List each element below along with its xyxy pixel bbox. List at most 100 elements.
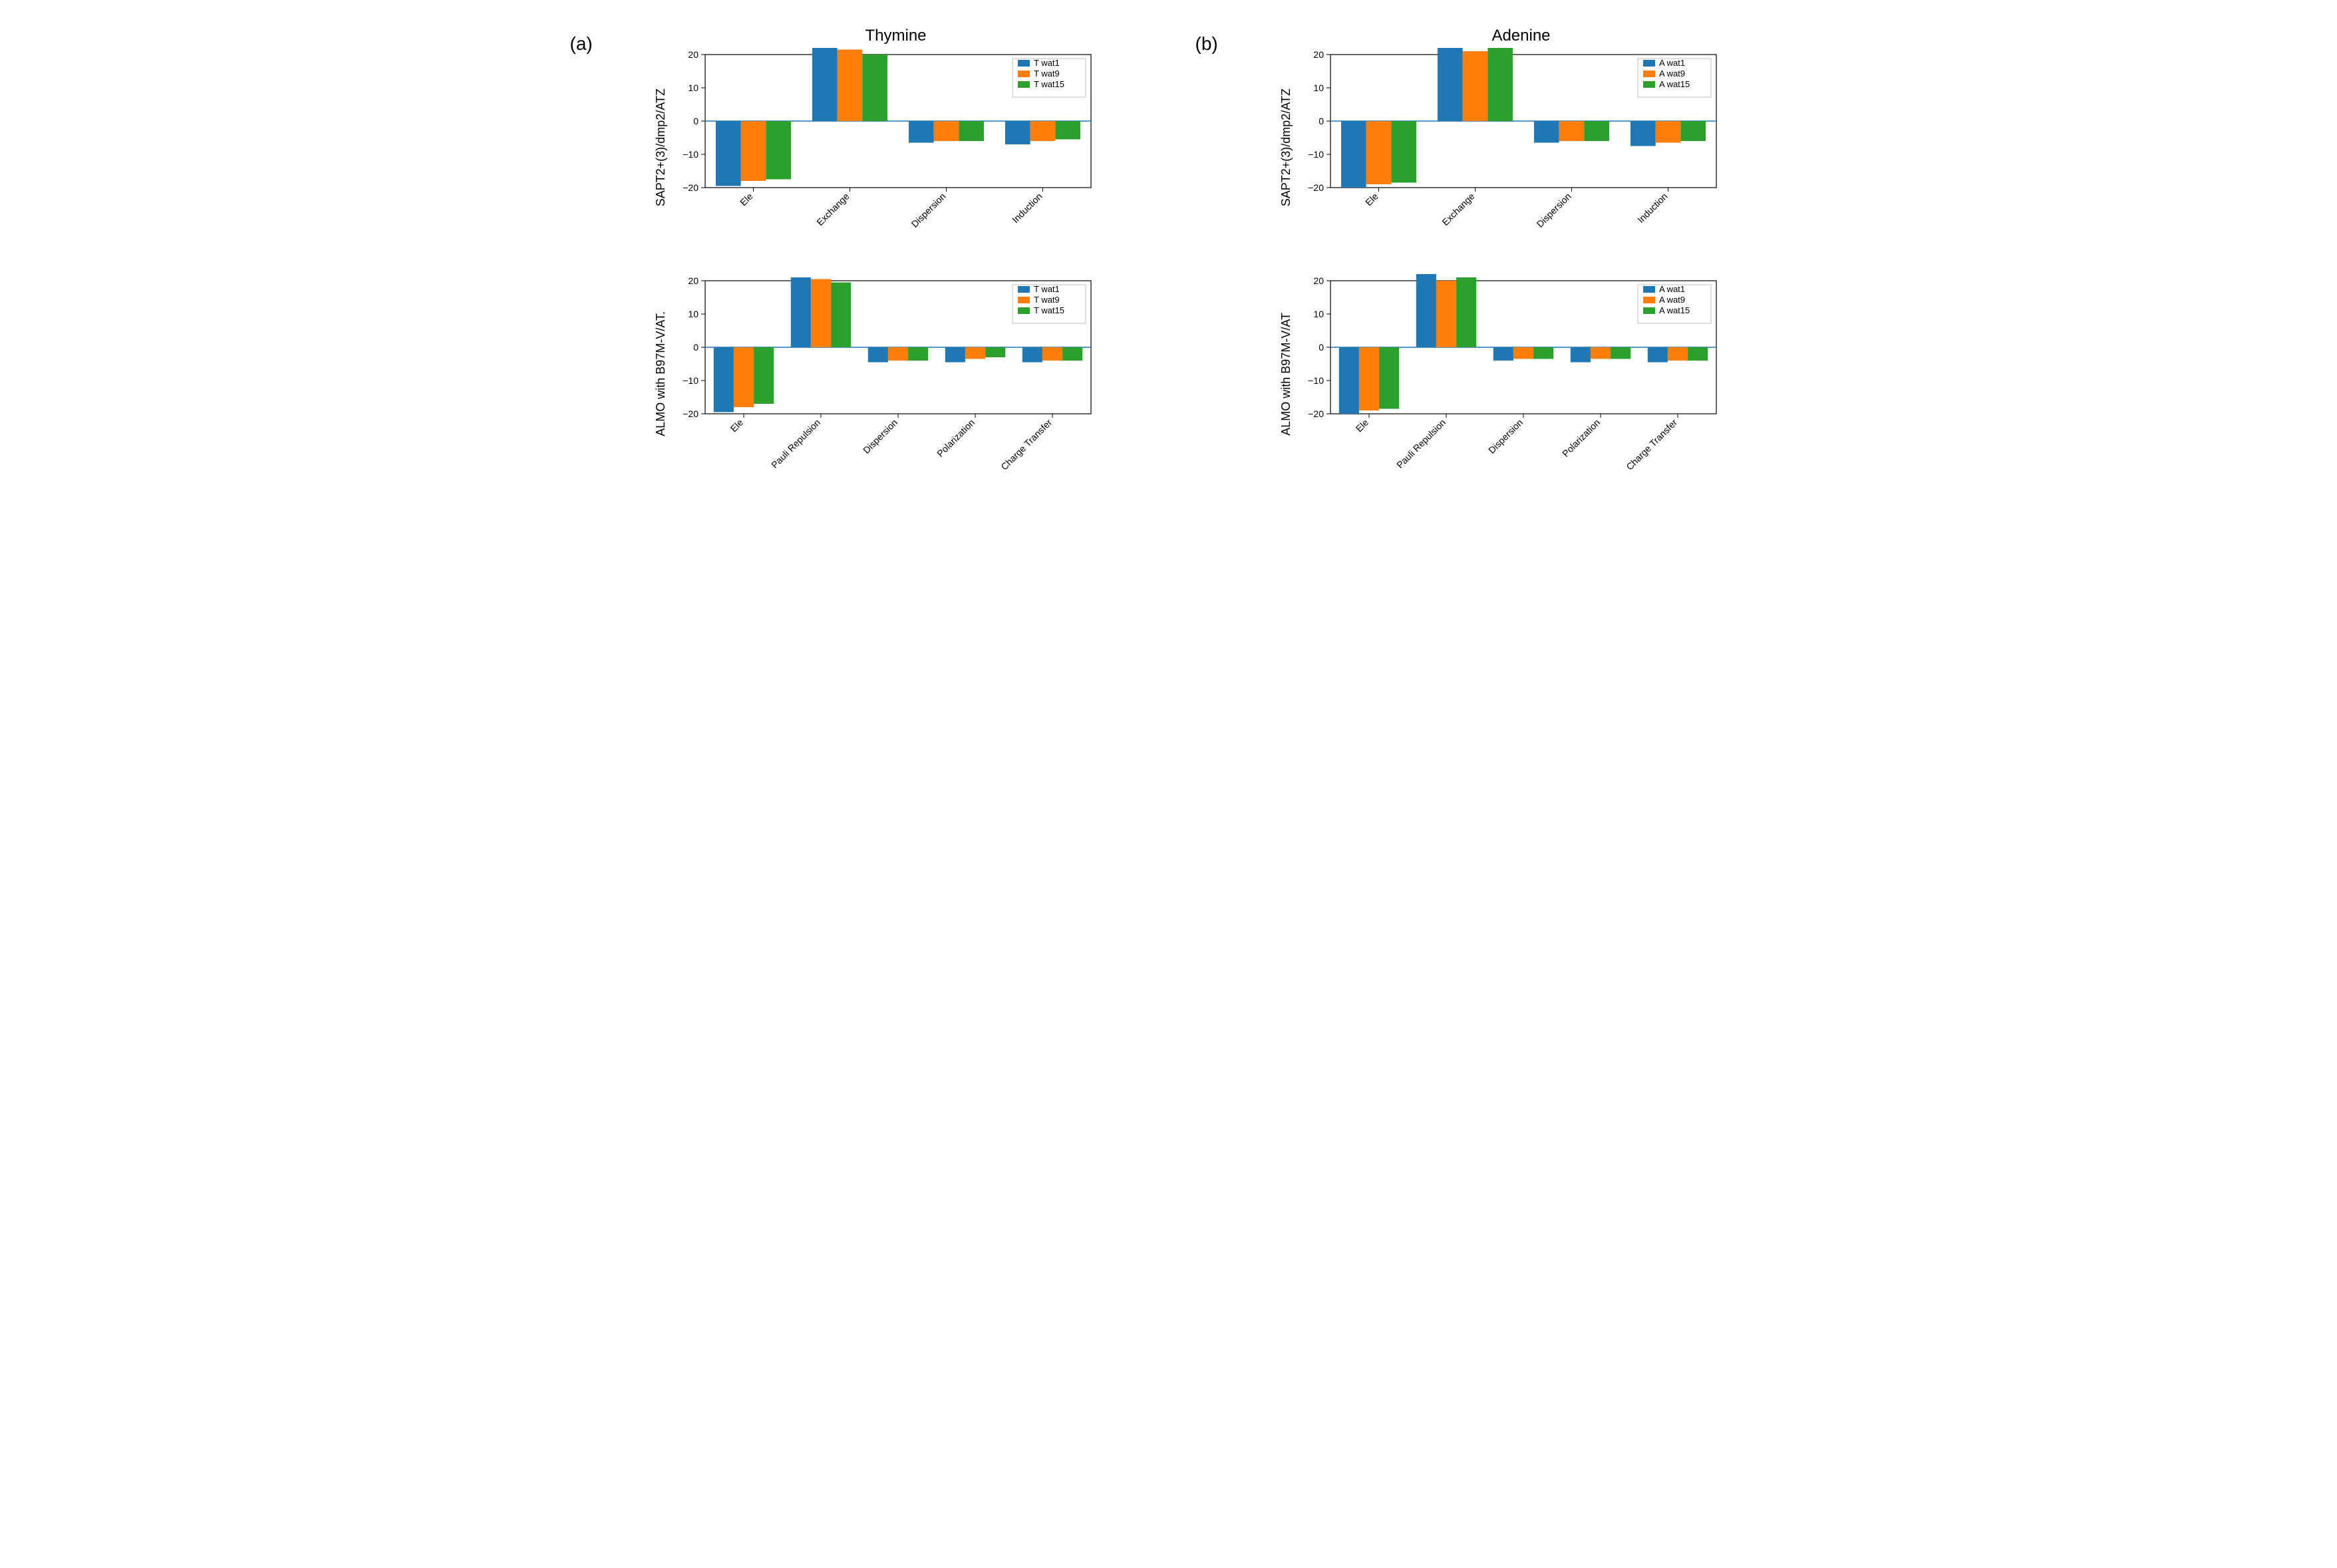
legend-label: T wat1 xyxy=(1034,58,1060,68)
bar xyxy=(959,121,984,141)
x-tick-label: Induction xyxy=(1635,191,1669,225)
y-tick-label: −10 xyxy=(683,149,699,160)
bar xyxy=(831,283,851,348)
bar xyxy=(1647,347,1667,363)
bar xyxy=(1680,121,1706,141)
bar xyxy=(1436,281,1456,347)
panel-label-a: (a) xyxy=(570,27,597,474)
bar xyxy=(1416,274,1436,347)
thymine-almo-ylabel: ALMO with B97M-V/AT. xyxy=(650,311,672,436)
x-tick-label: Ele xyxy=(1353,417,1370,434)
bar xyxy=(790,277,810,347)
x-tick-label: Ele xyxy=(728,417,745,434)
y-tick-label: 10 xyxy=(688,82,699,93)
x-tick-label: Exchange xyxy=(814,191,851,228)
bar xyxy=(1042,347,1062,361)
bar-chart-svg: −20−1001020ElePauli RepulsionDispersionP… xyxy=(1297,274,1723,474)
thymine-almo-wrap: ALMO with B97M-V/AT. −20−1001020ElePauli… xyxy=(650,274,1142,474)
bar xyxy=(933,121,959,141)
bar xyxy=(945,347,965,363)
panel-b: Adenine SAPT2+(3)/dmp2/ATZ −20−1001020El… xyxy=(1275,27,1768,474)
y-tick-label: −10 xyxy=(1308,149,1324,160)
legend-label: A wat1 xyxy=(1659,284,1685,294)
x-tick-label: Charge Transfer xyxy=(999,417,1054,472)
bar xyxy=(1584,121,1609,141)
bar xyxy=(713,347,733,412)
y-tick-label: −10 xyxy=(683,375,699,386)
y-tick-label: 0 xyxy=(1319,342,1324,353)
x-tick-label: Polarization xyxy=(935,417,977,459)
legend-label: A wat15 xyxy=(1659,305,1690,315)
legend-swatch xyxy=(1643,71,1655,77)
x-tick-label: Dispersion xyxy=(1534,191,1573,230)
legend-swatch xyxy=(1018,307,1030,314)
legend-swatch xyxy=(1643,307,1655,314)
bar xyxy=(766,121,791,180)
y-tick-label: −20 xyxy=(1308,408,1324,419)
y-tick-label: 20 xyxy=(1313,275,1324,286)
legend-label: T wat1 xyxy=(1034,284,1060,294)
adenine-almo-ylabel: ALMO with B97M-V/AT xyxy=(1275,313,1297,436)
y-tick-label: −20 xyxy=(1308,182,1324,193)
bar xyxy=(908,347,928,361)
y-tick-label: −20 xyxy=(683,408,699,419)
bar xyxy=(1630,121,1655,146)
bar xyxy=(1379,347,1399,409)
legend-swatch xyxy=(1018,81,1030,88)
x-tick-label: Charge Transfer xyxy=(1624,417,1679,472)
bar xyxy=(1655,121,1680,143)
bar xyxy=(867,347,887,363)
bar xyxy=(1437,48,1462,121)
bar xyxy=(1338,347,1358,414)
bar xyxy=(733,347,753,407)
bar-chart-svg: −20−1001020ElePauli RepulsionDispersionP… xyxy=(672,274,1098,474)
panel-a-title: Thymine xyxy=(650,27,1142,45)
thymine-almo-chart: −20−1001020ElePauli RepulsionDispersionP… xyxy=(672,274,1098,474)
panel-a: Thymine SAPT2+(3)/dmp2/ATZ −20 −10 0 10 20 El… xyxy=(650,27,1142,474)
x-tick-label: Induction xyxy=(1010,191,1044,225)
bar xyxy=(1590,347,1610,359)
x-tick-label: Ele xyxy=(1362,191,1380,208)
bar xyxy=(837,50,862,122)
legend-swatch xyxy=(1643,286,1655,293)
thymine-sapt-chart: −20−1001020EleExchangeDispersionInductio… xyxy=(672,48,1098,247)
x-tick-label: Dispersion xyxy=(861,417,899,456)
x-tick-label: Dispersion xyxy=(909,191,947,230)
legend-label: A wat1 xyxy=(1659,58,1685,68)
bar xyxy=(1611,347,1631,359)
y-tick-label: 20 xyxy=(688,49,699,60)
x-tick-label: Pauli Repulsion xyxy=(1394,417,1448,470)
legend-swatch xyxy=(1018,71,1030,77)
bar xyxy=(862,55,887,121)
bar xyxy=(1030,121,1055,141)
legend-label: T wat15 xyxy=(1034,305,1064,315)
x-tick-label: Ele xyxy=(737,191,754,208)
legend-swatch xyxy=(1018,286,1030,293)
bar-chart-svg: −20−1001020EleExchangeDispersionInductio… xyxy=(1297,48,1723,247)
bar xyxy=(1462,51,1487,121)
thymine-sapt-ylabel: SAPT2+(3)/dmp2/ATZ xyxy=(650,88,672,206)
bar xyxy=(1366,121,1391,184)
adenine-sapt-chart: −20−1001020EleExchangeDispersionInductio… xyxy=(1297,48,1723,247)
x-tick-label: Exchange xyxy=(1440,191,1476,228)
adenine-almo-wrap: ALMO with B97M-V/AT −20−1001020ElePauli … xyxy=(1275,274,1768,474)
legend-swatch xyxy=(1643,60,1655,67)
y-tick-label: 0 xyxy=(693,116,699,126)
bar xyxy=(754,347,774,404)
bar xyxy=(908,121,933,143)
legend-label: T wat15 xyxy=(1034,79,1064,89)
legend-swatch xyxy=(1018,60,1030,67)
legend-swatch xyxy=(1643,81,1655,88)
bar-chart-svg: −20−1001020EleExchangeDispersionInductio… xyxy=(672,48,1098,247)
adenine-sapt-wrap: SAPT2+(3)/dmp2/ATZ −20−1001020EleExchang… xyxy=(1275,48,1768,247)
thymine-sapt-wrap: SAPT2+(3)/dmp2/ATZ −20−1001020EleExchang… xyxy=(650,48,1142,247)
y-tick-label: 20 xyxy=(1313,49,1324,60)
bar xyxy=(1391,121,1416,183)
bar xyxy=(740,121,766,181)
bar xyxy=(1533,121,1559,143)
legend-swatch xyxy=(1643,297,1655,303)
bar xyxy=(1559,121,1584,141)
bar xyxy=(1456,277,1476,347)
bar xyxy=(1022,347,1042,363)
bar xyxy=(812,48,837,121)
